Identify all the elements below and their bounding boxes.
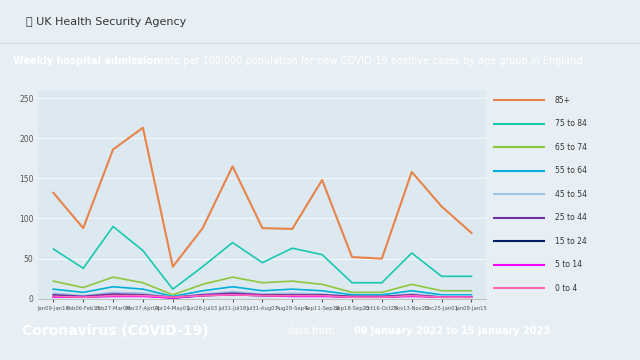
Text: 15 to 24: 15 to 24	[555, 237, 586, 246]
Text: 0 to 4: 0 to 4	[555, 284, 577, 293]
Text: data from:: data from:	[287, 326, 341, 336]
Text: 75 to 84: 75 to 84	[555, 120, 586, 129]
Text: 25 to 44: 25 to 44	[555, 213, 586, 222]
Text: 65 to 74: 65 to 74	[555, 143, 587, 152]
Text: 55 to 64: 55 to 64	[555, 166, 587, 175]
Text: 09 January 2022 to 15 January 2023: 09 January 2022 to 15 January 2023	[354, 326, 550, 336]
Text: 🏛 UK Health Security Agency: 🏛 UK Health Security Agency	[26, 17, 186, 27]
Text: 45 to 54: 45 to 54	[555, 190, 587, 199]
Text: Weekly hospital admission: Weekly hospital admission	[13, 56, 160, 66]
Text: Coronavirus (COVID-19): Coronavirus (COVID-19)	[22, 324, 208, 338]
Text: rate per 100,000 population for new COVID-19 positive cases by age group in Engl: rate per 100,000 population for new COVI…	[157, 56, 582, 66]
Text: 5 to 14: 5 to 14	[555, 260, 582, 269]
Text: 85+: 85+	[555, 96, 571, 105]
